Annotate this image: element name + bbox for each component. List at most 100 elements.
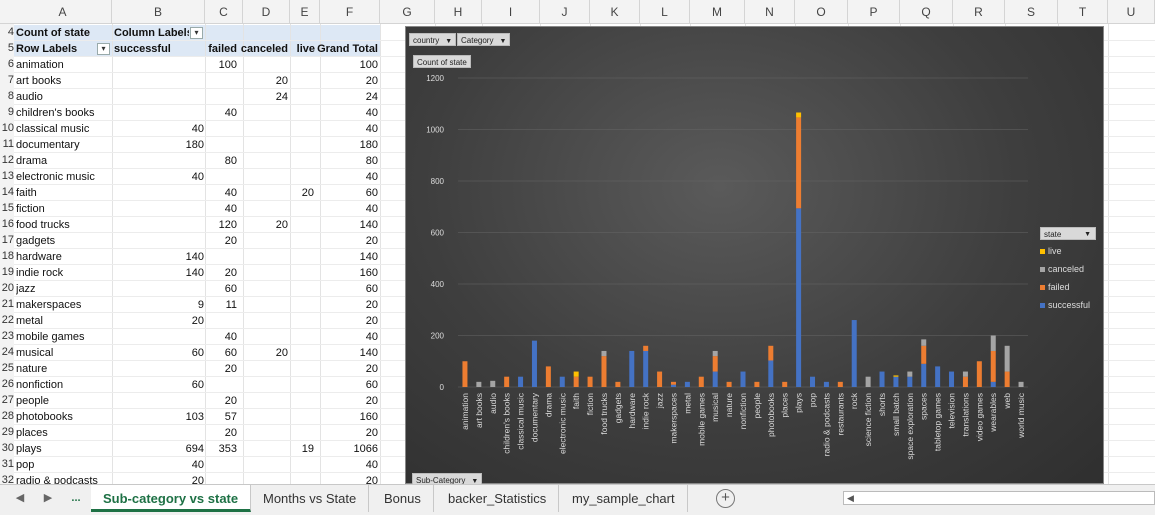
column-labels-filter-icon[interactable]: ▾ <box>190 27 203 39</box>
pivot-cell-failed[interactable]: 353 <box>218 443 237 455</box>
pivot-cell-failed[interactable] <box>205 89 237 105</box>
pivot-cell-canceled[interactable] <box>238 457 288 473</box>
legend-item-canceled[interactable]: canceled <box>1040 260 1096 278</box>
pivot-cell-failed[interactable] <box>205 377 237 393</box>
pivot-cell-successful[interactable]: 140 <box>185 251 204 263</box>
pivot-cell-live[interactable] <box>288 409 314 425</box>
column-header-h[interactable]: H <box>435 0 482 24</box>
pivot-cell-live[interactable] <box>288 73 314 89</box>
pivot-cell-total[interactable]: 40 <box>365 331 378 343</box>
pivot-cell-canceled[interactable] <box>238 329 288 345</box>
column-header-k[interactable]: K <box>590 0 640 24</box>
add-sheet-button[interactable]: + <box>716 489 735 508</box>
pivot-cell-successful[interactable] <box>114 89 204 105</box>
pivot-cell-total[interactable]: 140 <box>359 347 378 359</box>
pivot-cell-successful[interactable]: 60 <box>191 379 204 391</box>
pivot-row-label[interactable]: faith <box>16 187 37 199</box>
pivot-row-label[interactable]: food trucks <box>16 219 70 231</box>
pivot-cell-failed[interactable]: 80 <box>224 155 237 167</box>
pivot-cell-successful[interactable]: 694 <box>185 443 204 455</box>
pivot-cell-successful[interactable] <box>114 185 204 201</box>
column-header-m[interactable]: M <box>690 0 745 24</box>
pivot-cell-successful[interactable] <box>114 329 204 345</box>
pivot-row-label[interactable]: pop <box>16 459 35 471</box>
pivot-row-label[interactable]: makerspaces <box>16 299 82 311</box>
pivot-cell-successful[interactable] <box>114 425 204 441</box>
pivot-cell-failed[interactable] <box>205 457 237 473</box>
row-header[interactable]: 15 <box>0 200 14 216</box>
pivot-cell-live[interactable] <box>288 457 314 473</box>
pivot-cell-live[interactable] <box>288 377 314 393</box>
row-header[interactable]: 4 <box>0 24 14 40</box>
column-header-f[interactable]: F <box>320 0 380 24</box>
pivot-row-label[interactable]: jazz <box>16 283 36 295</box>
pivot-cell-successful[interactable] <box>114 153 204 169</box>
category-filter-button[interactable]: Category ▼ <box>457 33 511 46</box>
row-header[interactable]: 5 <box>0 40 14 56</box>
row-header[interactable]: 6 <box>0 56 14 72</box>
tab-months-vs-state[interactable]: Months vs State <box>251 485 370 512</box>
pivot-cell-total[interactable]: 40 <box>365 123 378 135</box>
row-header[interactable]: 31 <box>0 456 14 472</box>
pivot-cell-canceled[interactable] <box>238 361 288 377</box>
pivot-cell-live[interactable] <box>288 121 314 137</box>
pivot-cell-canceled[interactable] <box>238 313 288 329</box>
count-of-state-button[interactable]: Count of state <box>413 55 471 68</box>
row-header[interactable]: 14 <box>0 184 14 200</box>
column-header-q[interactable]: Q <box>900 0 953 24</box>
pivot-cell-live[interactable] <box>288 281 314 297</box>
column-header-c[interactable]: C <box>205 0 243 24</box>
row-header[interactable]: 25 <box>0 360 14 376</box>
pivot-cell-successful[interactable] <box>114 105 204 121</box>
row-header[interactable]: 24 <box>0 344 14 360</box>
pivot-cell-live[interactable] <box>288 265 314 281</box>
row-header[interactable]: 13 <box>0 168 14 184</box>
row-header[interactable]: 29 <box>0 424 14 440</box>
column-header-b[interactable]: B <box>112 0 205 24</box>
pivot-cell-canceled[interactable] <box>238 137 288 153</box>
column-header-p[interactable]: P <box>848 0 900 24</box>
pivot-values-label[interactable]: Count of state <box>16 27 90 39</box>
pivot-row-label[interactable]: documentary <box>16 139 80 151</box>
pivot-cell-total[interactable]: 20 <box>365 75 378 87</box>
pivot-cell-canceled[interactable] <box>238 169 288 185</box>
pivot-row-label[interactable]: animation <box>16 59 64 71</box>
pivot-row-label[interactable]: hardware <box>16 251 62 263</box>
pivot-cell-canceled[interactable] <box>238 105 288 121</box>
pivot-cell-total[interactable]: 40 <box>365 171 378 183</box>
tab-backer-statistics[interactable]: backer_Statistics <box>436 485 560 512</box>
pivot-cell-total[interactable]: 60 <box>365 187 378 199</box>
row-header[interactable]: 16 <box>0 216 14 232</box>
scroll-tabs-right-button[interactable]: ▶ <box>43 492 53 504</box>
legend-item-failed[interactable]: failed <box>1040 278 1096 296</box>
pivot-cell-failed[interactable]: 40 <box>224 331 237 343</box>
pivot-cell-live[interactable] <box>288 329 314 345</box>
pivot-cell-successful[interactable]: 40 <box>191 123 204 135</box>
pivot-cell-total[interactable]: 20 <box>365 235 378 247</box>
pivot-cell-canceled[interactable] <box>238 201 288 217</box>
pivot-cell-canceled[interactable] <box>238 57 288 73</box>
more-tabs-button[interactable]: ... <box>71 492 81 504</box>
row-header[interactable]: 20 <box>0 280 14 296</box>
pivot-cell-total[interactable]: 160 <box>359 267 378 279</box>
pivot-cell-successful[interactable] <box>114 201 204 217</box>
pivot-chart[interactable]: country ▼ Category ▼ Count of state Sub-Ca… <box>405 26 1104 486</box>
pivot-cell-live[interactable] <box>288 233 314 249</box>
pivot-cell-successful[interactable] <box>114 393 204 409</box>
pivot-cell-failed[interactable]: 100 <box>218 59 237 71</box>
pivot-cell-canceled[interactable]: 20 <box>275 219 288 231</box>
state-legend-filter-button[interactable]: state ▼ <box>1040 227 1096 240</box>
country-filter-button[interactable]: country ▼ <box>409 33 457 46</box>
pivot-row-label[interactable]: metal <box>16 315 43 327</box>
column-header-e[interactable]: E <box>290 0 320 24</box>
pivot-cell-failed[interactable] <box>205 169 237 185</box>
pivot-row-label[interactable]: children's books <box>16 107 95 119</box>
scroll-tabs-left-button[interactable]: ◀ <box>15 492 25 504</box>
column-header-g[interactable]: G <box>380 0 435 24</box>
column-header-s[interactable]: S <box>1005 0 1058 24</box>
pivot-row-label[interactable]: classical music <box>16 123 90 135</box>
row-header[interactable]: 30 <box>0 440 14 456</box>
pivot-cell-live[interactable] <box>288 137 314 153</box>
pivot-cell-total[interactable]: 80 <box>365 155 378 167</box>
pivot-cell-successful[interactable] <box>114 233 204 249</box>
